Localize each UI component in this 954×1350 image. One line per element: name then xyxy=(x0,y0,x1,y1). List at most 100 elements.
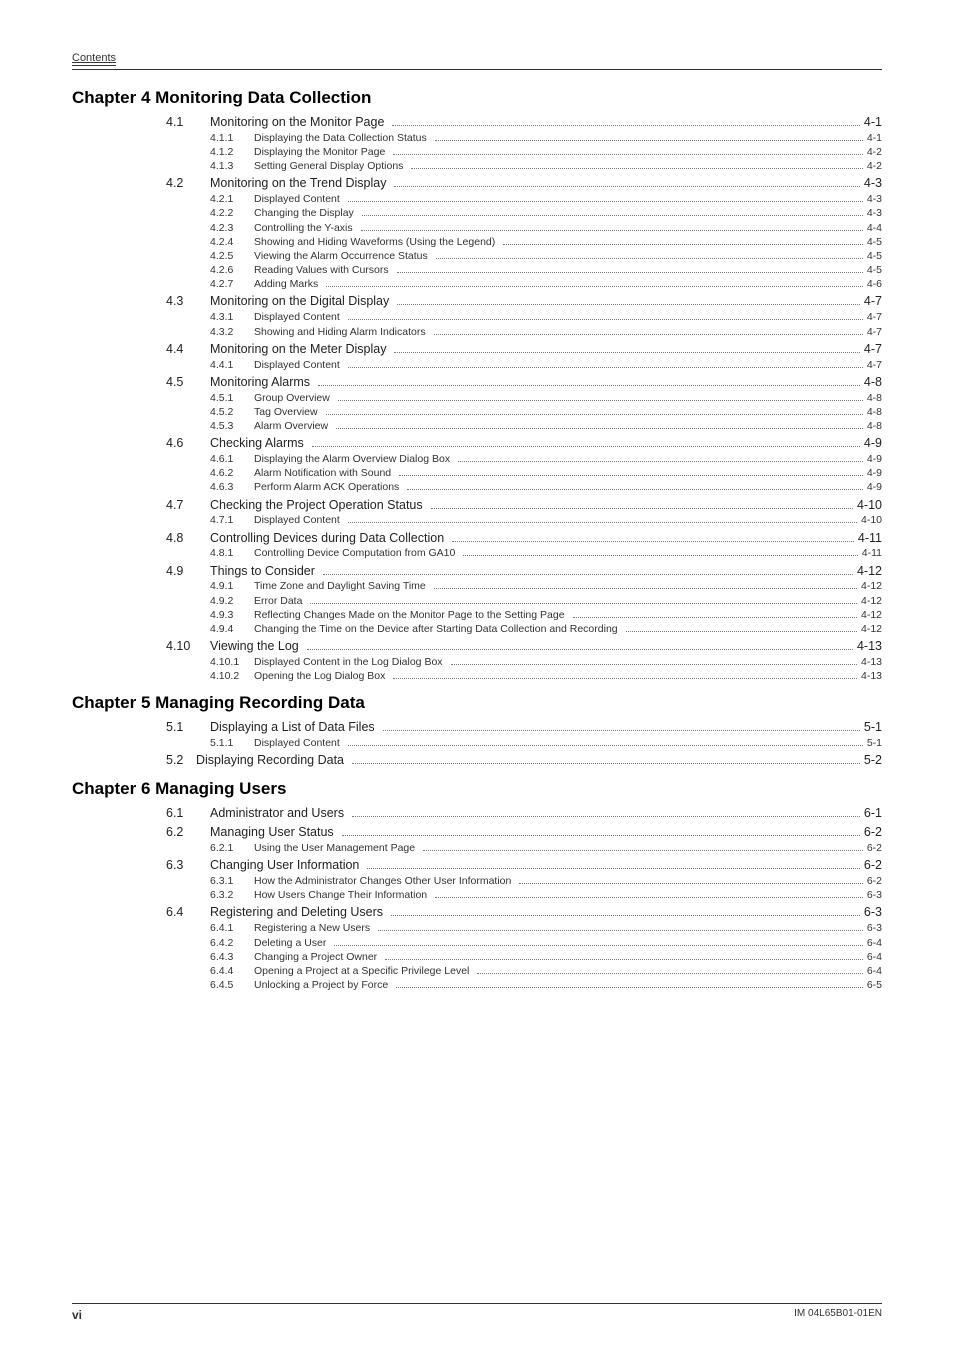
toc-leader-dots xyxy=(348,740,863,746)
toc-entry-page: 6-2 xyxy=(867,841,882,855)
toc-leader-dots xyxy=(393,673,857,679)
toc-leader-dots xyxy=(392,119,860,127)
toc-subsection-row: 4.5.2Tag Overview4-8 xyxy=(72,405,882,419)
toc-entry-title: Managing User Status xyxy=(210,824,334,841)
toc-entry-title: Administrator and Users xyxy=(210,805,344,822)
toc-entry-number: 4.2.3 xyxy=(72,221,254,235)
toc-leader-dots xyxy=(385,953,863,959)
toc-section-row: 4.6Checking Alarms4-9 xyxy=(72,435,882,452)
toc-subsection-row: 6.4.2Deleting a User6-4 xyxy=(72,936,882,950)
toc-subsection-row: 6.3.1How the Administrator Changes Other… xyxy=(72,874,882,888)
toc-entry-title: Things to Consider xyxy=(210,563,315,580)
toc-section-row: 4.3Monitoring on the Digital Display4-7 xyxy=(72,293,882,310)
toc-subsection-row: 5.1.1Displayed Content5-1 xyxy=(72,736,882,750)
toc-subsection-row: 4.2.3Controlling the Y-axis4-4 xyxy=(72,221,882,235)
toc-entry-page: 4-11 xyxy=(862,546,882,560)
toc-entry-number: 6.4.1 xyxy=(72,921,254,935)
toc-entry-page: 4-8 xyxy=(867,405,882,419)
toc-subsection-row: 4.8.1Controlling Device Computation from… xyxy=(72,546,882,560)
toc-entry-page: 4-6 xyxy=(867,277,882,291)
toc-entry-title: Registering and Deleting Users xyxy=(210,904,383,921)
toc-leader-dots xyxy=(348,517,857,523)
toc-entry-page: 4-11 xyxy=(858,530,882,547)
toc-entry-number: 4.2.7 xyxy=(72,277,254,291)
toc-entry-number: 4.3 xyxy=(72,293,210,310)
toc-entry-number: 4.2.6 xyxy=(72,263,254,277)
toc-entry-page: 6-2 xyxy=(864,824,882,841)
toc-entry-page: 4-9 xyxy=(867,480,882,494)
toc-leader-dots xyxy=(326,408,863,414)
toc-entry-page: 4-13 xyxy=(857,638,882,655)
toc-entry-title: Changing User Information xyxy=(210,857,359,874)
toc-entry-title: Unlocking a Project by Force xyxy=(254,978,388,992)
toc-leader-dots xyxy=(519,878,862,884)
toc-leader-dots xyxy=(435,892,863,898)
toc-leader-dots xyxy=(307,643,853,651)
toc-entry-title: Reading Values with Cursors xyxy=(254,263,389,277)
toc-entry-title: Changing a Project Owner xyxy=(254,950,377,964)
toc-entry-page: 6-2 xyxy=(864,857,882,874)
toc-entry-number: 5.2 xyxy=(72,752,196,769)
toc-entry-number: 4.4 xyxy=(72,341,210,358)
toc-subsection-row: 4.2.5Viewing the Alarm Occurrence Status… xyxy=(72,249,882,263)
toc-entry-page: 4-10 xyxy=(857,497,882,514)
chapter-heading: Chapter 5 Managing Recording Data xyxy=(72,693,882,713)
toc-entry-title: Alarm Notification with Sound xyxy=(254,466,391,480)
toc-section-row: 4.2Monitoring on the Trend Display4-3 xyxy=(72,175,882,192)
toc-entry-number: 6.3.1 xyxy=(72,874,254,888)
toc-entry-title: Displaying the Data Collection Status xyxy=(254,131,427,145)
toc-entry-number: 5.1 xyxy=(72,719,210,736)
toc-subsection-row: 4.5.1Group Overview4-8 xyxy=(72,391,882,405)
toc-section-row: 4.10Viewing the Log4-13 xyxy=(72,638,882,655)
toc-entry-number: 4.1.1 xyxy=(72,131,254,145)
toc-entry-page: 4-7 xyxy=(867,358,882,372)
toc-leader-dots xyxy=(394,180,859,188)
toc-entry-title: Changing the Time on the Device after St… xyxy=(254,622,618,636)
toc-leader-dots xyxy=(396,982,863,988)
toc-leader-dots xyxy=(463,550,857,556)
toc-entry-number: 4.6.1 xyxy=(72,452,254,466)
toc-entry-title: Displayed Content xyxy=(254,736,340,750)
toc-leader-dots xyxy=(503,238,863,244)
toc-entry-title: Opening the Log Dialog Box xyxy=(254,669,385,683)
toc-section-row: 5.2Displaying Recording Data5-2 xyxy=(72,752,882,769)
toc-entry-page: 6-3 xyxy=(864,904,882,921)
toc-entry-number: 6.2 xyxy=(72,824,210,841)
toc-entry-title: Displayed Content in the Log Dialog Box xyxy=(254,655,443,669)
toc-entry-number: 4.10 xyxy=(72,638,210,655)
toc-entry-number: 4.1.3 xyxy=(72,159,254,173)
toc-entry-page: 4-12 xyxy=(857,563,882,580)
toc-subsection-row: 4.2.6Reading Values with Cursors4-5 xyxy=(72,263,882,277)
toc-leader-dots xyxy=(407,484,863,490)
toc-entry-page: 4-8 xyxy=(867,391,882,405)
toc-subsection-row: 4.4.1Displayed Content4-7 xyxy=(72,358,882,372)
toc-entry-number: 4.1 xyxy=(72,114,210,131)
toc-entry-page: 5-1 xyxy=(867,736,882,750)
toc-subsection-row: 4.3.1Displayed Content4-7 xyxy=(72,310,882,324)
toc-entry-page: 4-13 xyxy=(861,669,882,683)
toc-leader-dots xyxy=(352,810,860,818)
toc-entry-number: 4.9.4 xyxy=(72,622,254,636)
toc-entry-number: 4.5.2 xyxy=(72,405,254,419)
toc-subsection-row: 6.2.1Using the User Management Page6-2 xyxy=(72,841,882,855)
toc-leader-dots xyxy=(434,328,863,334)
toc-leader-dots xyxy=(312,440,860,448)
toc-section-row: 4.8Controlling Devices during Data Colle… xyxy=(72,530,882,547)
toc-entry-number: 4.2.5 xyxy=(72,249,254,263)
toc-subsection-row: 4.2.2Changing the Display4-3 xyxy=(72,206,882,220)
toc-leader-dots xyxy=(458,456,863,462)
toc-entry-page: 6-2 xyxy=(867,874,882,888)
toc-entry-number: 4.2.4 xyxy=(72,235,254,249)
toc-entry-page: 6-4 xyxy=(867,936,882,950)
toc-entry-title: Displayed Content xyxy=(254,358,340,372)
toc-entry-page: 4-12 xyxy=(861,608,882,622)
toc-entry-page: 4-10 xyxy=(861,513,882,527)
toc-entry-title: Controlling Devices during Data Collecti… xyxy=(210,530,444,547)
toc-entry-number: 4.1.2 xyxy=(72,145,254,159)
toc-entry-page: 4-3 xyxy=(867,206,882,220)
toc-subsection-row: 6.3.2How Users Change Their Information6… xyxy=(72,888,882,902)
table-of-contents: Chapter 4 Monitoring Data Collection4.1M… xyxy=(72,88,882,992)
toc-leader-dots xyxy=(397,298,860,306)
toc-subsection-row: 4.10.2Opening the Log Dialog Box4-13 xyxy=(72,669,882,683)
toc-subsection-row: 4.9.2Error Data4-12 xyxy=(72,594,882,608)
